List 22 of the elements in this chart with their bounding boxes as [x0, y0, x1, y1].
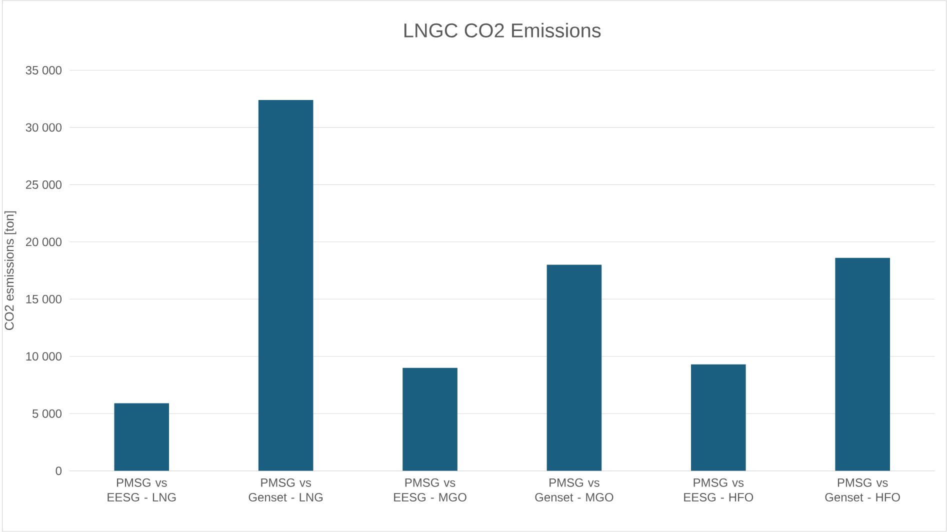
bar	[546, 264, 602, 471]
y-tick-label: 20 000	[26, 238, 62, 246]
y-tick-label: 35 000	[26, 66, 62, 74]
x-tick-label: PMSG vs EESG - HFO	[684, 478, 754, 502]
y-tick-label: 0	[56, 466, 62, 476]
bar	[258, 100, 314, 471]
x-tick-label: PMSG vs Genset - MGO	[535, 478, 614, 502]
y-tick-label: 5 000	[32, 409, 62, 418]
y-tick-label: 15 000	[26, 294, 62, 304]
y-tick-label: 10 000	[26, 352, 62, 361]
y-tick-label: 25 000	[26, 180, 62, 189]
chart-title: LNGC CO2 Emissions	[404, 22, 601, 38]
bar	[835, 258, 890, 471]
y-axis-title: CO2 esmissions [ton]	[4, 211, 16, 330]
x-tick-label: PMSG vs EESG - MGO	[394, 478, 466, 502]
bar	[691, 364, 746, 471]
bar	[114, 403, 170, 471]
x-tick-label: PMSG vs Genset - LNG	[248, 478, 323, 502]
x-tick-label: PMSG vs EESG - LNG	[108, 478, 176, 502]
bar	[402, 368, 458, 471]
y-tick-label: 30 000	[26, 123, 62, 132]
x-tick-label: PMSG vs Genset - HFO	[825, 478, 900, 502]
